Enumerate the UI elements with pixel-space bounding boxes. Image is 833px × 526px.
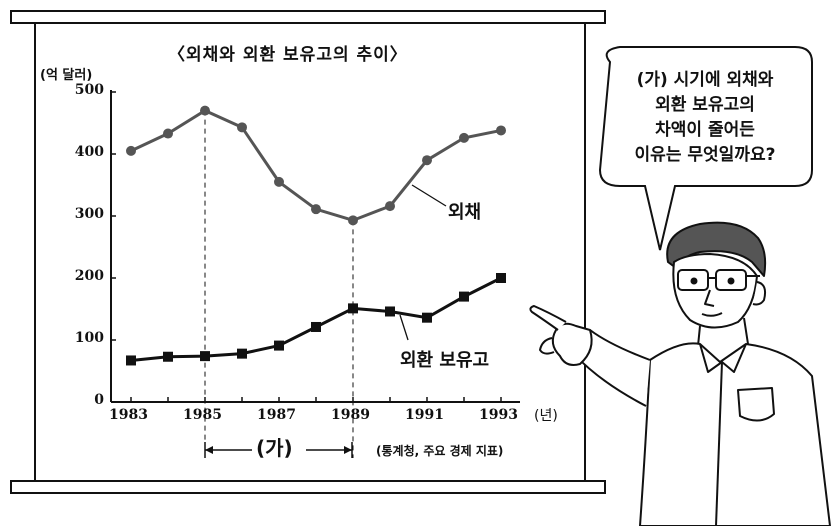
reserves-label-leader — [399, 314, 409, 341]
series-label-external-debt: 외채 — [448, 202, 482, 223]
y-tick-label: 200 — [74, 268, 104, 284]
chart-poster — [34, 24, 586, 488]
x-tick-label: 1983 — [109, 407, 148, 423]
data-point — [163, 128, 173, 139]
x-tick-label: 1991 — [405, 407, 444, 423]
data-point — [496, 125, 506, 136]
series-label-foreign-reserves: 외환 보유고 — [400, 350, 490, 371]
period-arrow — [204, 442, 353, 458]
y-tick-label: 0 — [94, 392, 104, 408]
data-point — [459, 291, 469, 302]
x-tick-label: 1989 — [331, 407, 370, 423]
series-line — [130, 108, 502, 222]
data-point — [496, 273, 506, 283]
speech-line: 이유는 무엇일까요? — [634, 145, 776, 165]
source-label: (통계청, 주요 경제 지표) — [376, 444, 504, 458]
bottom-roller-bar — [10, 480, 606, 494]
data-point — [200, 105, 210, 116]
data-point — [126, 355, 136, 366]
data-point — [422, 155, 432, 166]
y-tick-label: 300 — [74, 206, 104, 222]
top-roller-bar — [10, 10, 606, 24]
speech-bubble — [598, 46, 813, 251]
data-point — [274, 340, 284, 351]
data-point — [385, 306, 395, 317]
data-point — [237, 122, 247, 133]
data-point — [422, 312, 432, 323]
y-tick-label: 500 — [74, 82, 104, 98]
data-point — [237, 348, 247, 359]
period-label: (가) — [256, 436, 293, 460]
speech-bubble-text: (가) 시기에 외채와 외환 보유고의 차액이 줄어든 이유는 무엇일까요? — [598, 68, 812, 168]
data-point — [348, 215, 358, 226]
teacher-illustration — [529, 221, 831, 526]
data-point — [348, 303, 358, 314]
data-point — [163, 351, 173, 362]
data-point — [385, 201, 395, 212]
data-point — [459, 132, 469, 143]
chart-title: 〈외채와 외환 보유고의 추이〉 — [168, 45, 408, 65]
speech-line: (가) 시기에 외채와 — [636, 70, 774, 90]
x-tick-label: 1993 — [479, 407, 518, 423]
x-tick-label: 1987 — [257, 407, 296, 423]
speech-line: 외환 보유고의 — [655, 95, 755, 115]
speech-line: 차액이 줄어든 — [655, 120, 755, 140]
x-tick-label: 1985 — [183, 407, 222, 423]
y-tick-label: 100 — [74, 330, 104, 346]
data-point — [311, 321, 321, 332]
y-axis-unit-label: (억 달러) — [40, 68, 93, 83]
data-point — [311, 204, 321, 215]
data-point — [126, 145, 136, 156]
debt-label-leader — [411, 184, 447, 207]
y-tick-label: 400 — [74, 144, 104, 160]
x-axis-unit-label: (년) — [534, 408, 558, 424]
data-point — [200, 351, 210, 362]
series-line — [130, 276, 502, 362]
data-point — [274, 176, 284, 187]
